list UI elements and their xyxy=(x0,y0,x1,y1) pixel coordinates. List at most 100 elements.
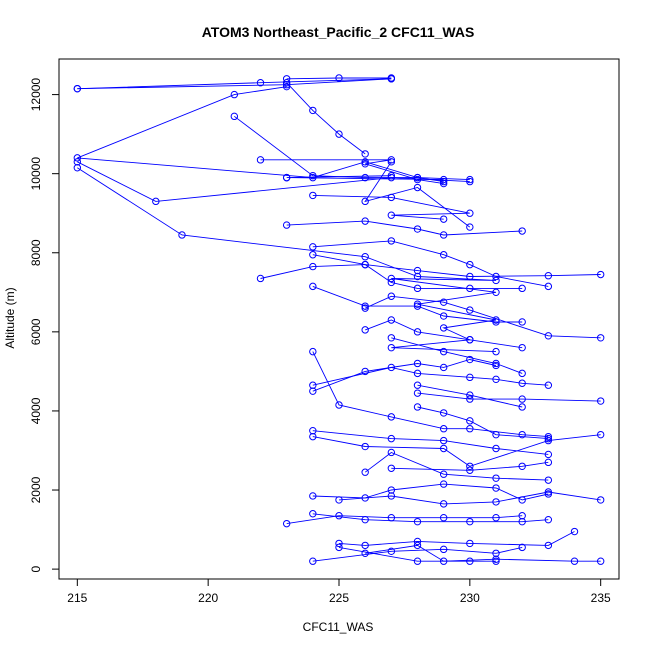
data-point xyxy=(361,260,369,269)
series-22 xyxy=(413,389,605,405)
data-point xyxy=(492,347,500,356)
x-tick-label: 220 xyxy=(198,591,218,605)
series-33 xyxy=(335,543,500,565)
data-point xyxy=(439,409,448,417)
series-line xyxy=(338,546,496,562)
data-point xyxy=(413,300,422,308)
data-point xyxy=(282,173,291,182)
data-point xyxy=(596,270,605,279)
data-point xyxy=(439,298,448,306)
data-point xyxy=(439,215,448,223)
data-point xyxy=(413,517,422,526)
series-line xyxy=(286,175,444,181)
x-axis-label: CFC11_WAS xyxy=(303,620,374,634)
data-point xyxy=(256,274,265,283)
series-line xyxy=(312,351,549,438)
data-point xyxy=(335,496,343,504)
data-point xyxy=(466,395,474,403)
series-line xyxy=(234,115,470,181)
series-line xyxy=(312,240,549,287)
series-8 xyxy=(256,156,448,188)
series-line xyxy=(312,194,470,220)
data-point xyxy=(413,537,422,546)
data-point xyxy=(413,266,422,275)
data-point xyxy=(282,519,291,528)
data-point xyxy=(387,334,396,342)
series-line xyxy=(312,434,601,467)
data-point xyxy=(466,557,474,565)
data-point xyxy=(361,150,369,158)
series-line xyxy=(338,491,601,505)
series-34 xyxy=(413,403,553,443)
data-point xyxy=(466,223,474,231)
series-21 xyxy=(309,363,553,389)
y-tick-label: 12000 xyxy=(29,78,43,112)
data-point xyxy=(492,444,500,453)
data-point xyxy=(518,430,526,439)
data-point xyxy=(73,84,82,93)
data-point xyxy=(413,302,422,310)
data-point xyxy=(544,436,553,445)
data-point xyxy=(335,512,343,520)
data-point xyxy=(309,191,317,200)
x-tick-label: 225 xyxy=(329,591,349,605)
series-30 xyxy=(335,527,579,550)
series-12 xyxy=(282,217,526,239)
series-line xyxy=(260,264,523,289)
data-point xyxy=(413,381,422,389)
data-point xyxy=(466,391,474,399)
series-line xyxy=(312,513,549,523)
data-point xyxy=(544,282,553,291)
data-point xyxy=(544,450,553,459)
data-point xyxy=(439,500,448,508)
data-point xyxy=(492,555,500,563)
data-point xyxy=(387,316,396,324)
data-point xyxy=(492,474,500,482)
data-point xyxy=(439,251,448,259)
series-line xyxy=(391,461,549,471)
data-point xyxy=(466,425,474,433)
series-line xyxy=(365,295,601,339)
data-point xyxy=(466,209,474,217)
series-31 xyxy=(309,543,526,565)
series-7 xyxy=(230,112,474,184)
data-point xyxy=(466,517,474,526)
data-point xyxy=(518,395,526,403)
data-point xyxy=(413,541,422,550)
data-point xyxy=(361,217,369,225)
x-tick-label: 230 xyxy=(460,591,480,605)
data-point xyxy=(492,514,500,522)
data-point xyxy=(361,367,369,376)
data-point xyxy=(309,347,317,356)
series-line xyxy=(286,515,523,525)
data-point xyxy=(544,458,553,467)
data-point xyxy=(282,221,291,229)
data-point xyxy=(413,328,422,336)
data-point xyxy=(492,557,500,565)
data-point xyxy=(570,557,579,565)
data-point xyxy=(518,403,526,411)
series-10 xyxy=(309,191,474,223)
data-point xyxy=(387,274,396,283)
data-point xyxy=(413,225,422,233)
data-point xyxy=(544,381,553,389)
data-point xyxy=(335,543,343,552)
data-point xyxy=(466,284,474,293)
data-point xyxy=(309,262,317,271)
series-line xyxy=(77,78,392,90)
y-tick-label: 2000 xyxy=(29,476,43,503)
data-point xyxy=(387,75,396,83)
data-point xyxy=(466,175,474,184)
series-23 xyxy=(309,427,553,459)
data-point xyxy=(361,197,369,206)
data-point xyxy=(73,164,82,172)
series-line xyxy=(417,384,523,408)
data-point xyxy=(361,549,369,557)
y-axis-label: Altitude (m) xyxy=(3,287,17,348)
series-36 xyxy=(413,381,526,411)
series-11 xyxy=(361,158,474,231)
data-point xyxy=(544,434,553,443)
data-point xyxy=(178,231,186,239)
series-line xyxy=(365,319,523,349)
